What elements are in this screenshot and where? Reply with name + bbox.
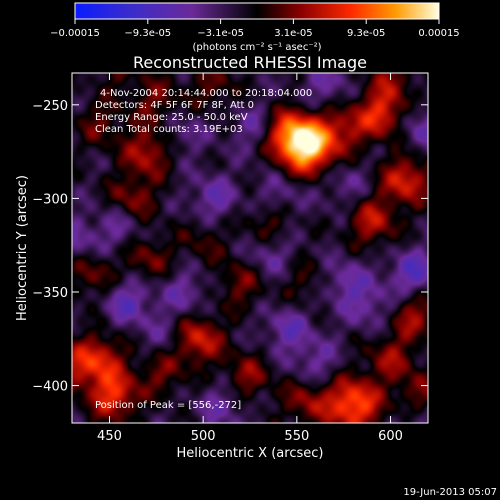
x-axis: 450 500 550 600 <box>97 73 403 444</box>
x-tick-label: 500 <box>191 429 216 444</box>
y-axis-label: Heliocentric Y (arcsec) <box>15 175 30 321</box>
y-tick-label: −300 <box>32 192 68 207</box>
colorbar-unit: (photons cm⁻² s⁻¹ asec⁻²) <box>192 42 321 53</box>
colorbar: −0.00015 −9.3e-05 −3.1e-05 3.1e-05 9.3e-05 0.… <box>50 2 460 53</box>
annotations: 4-Nov-2004 20:14:44.000 to 20:18:04.000 … <box>95 88 312 411</box>
colorbar-gradient <box>74 2 440 20</box>
y-tick-label: −350 <box>32 286 68 301</box>
colorbar-tick-label: 9.3e-05 <box>347 28 385 39</box>
colorbar-tick-label: −0.00015 <box>50 28 100 39</box>
colorbar-tick-label: −3.1e-05 <box>197 28 244 39</box>
y-tick-label: −400 <box>32 380 68 395</box>
annotation-peak: Position of Peak = [556,-272] <box>95 400 241 411</box>
footer-timestamp: 19-Jun-2013 05:07 <box>403 487 497 498</box>
x-tick-label: 450 <box>97 429 122 444</box>
y-tick-label: −250 <box>32 99 68 114</box>
colorbar-tick-label: 3.1e-05 <box>274 28 312 39</box>
plot-frame <box>71 72 429 424</box>
colorbar-ticks: −0.00015 −9.3e-05 −3.1e-05 3.1e-05 9.3e-05 0.… <box>50 19 460 39</box>
annotation-energy: Energy Range: 25.0 - 50.0 keV <box>95 112 248 123</box>
y-axis: −250 −300 −350 −400 <box>32 99 428 395</box>
x-axis-label: Heliocentric X (arcsec) <box>177 446 324 461</box>
colorbar-tick-label: 0.00015 <box>418 28 459 39</box>
annotation-clean: Clean Total counts: 3.19E+03 <box>95 124 243 135</box>
chart-title: Reconstructed RHESSI Image <box>133 53 367 72</box>
heatmap-plot <box>71 72 429 424</box>
colorbar-tick-label: −9.3e-05 <box>124 28 171 39</box>
heatmap-canvas <box>72 73 428 423</box>
annotation-time-range: 4-Nov-2004 20:14:44.000 to 20:18:04.000 <box>100 88 312 99</box>
x-tick-label: 600 <box>378 429 403 444</box>
x-tick-label: 550 <box>284 429 309 444</box>
annotation-detectors: Detectors: 4F 5F 6F 7F 8F, Att 0 <box>95 100 254 111</box>
